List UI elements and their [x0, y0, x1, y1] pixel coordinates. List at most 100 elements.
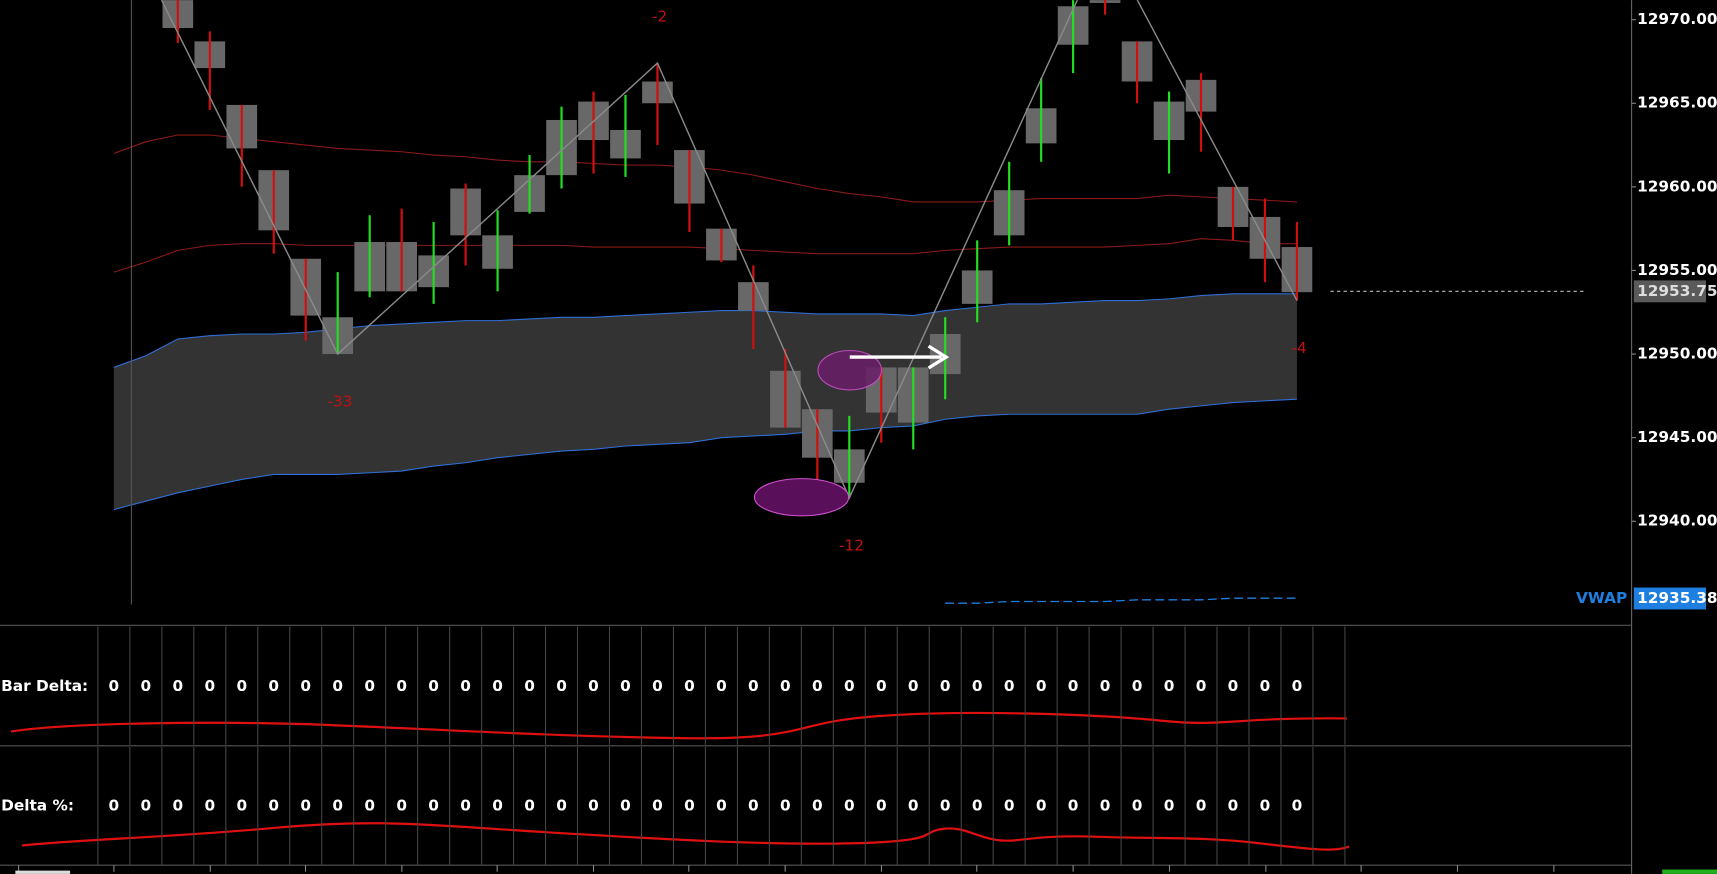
panel-value: 0	[524, 797, 535, 815]
ellipse-drawing	[753, 478, 850, 517]
panel-value: 0	[1260, 677, 1271, 695]
panel-value: 0	[332, 677, 343, 695]
panel-value: 0	[716, 677, 727, 695]
panel-value: 0	[556, 677, 567, 695]
panel-value: 0	[876, 677, 887, 695]
lower-panels: Bar Delta: 0 0 0 0 0 0 0 0 0 0 0 0 0 0 0 0 0 0 0 0 0 0 0 0 0 0 0 0 0 0…	[1, 626, 1350, 866]
panel-value: 0	[652, 677, 663, 695]
panel-value: 0	[716, 797, 727, 815]
panel-value: 0	[364, 797, 375, 815]
panel-value: 0	[300, 677, 311, 695]
panel-value: 0	[844, 677, 855, 695]
panel-value: 0	[1228, 797, 1239, 815]
band-area	[113, 293, 1297, 510]
panel-value: 0	[396, 677, 407, 695]
panel-value: 0	[972, 797, 983, 815]
band-line	[113, 398, 1297, 511]
panel-value: 0	[492, 677, 503, 695]
panel-value: 0	[620, 797, 631, 815]
panel-value: 0	[172, 677, 183, 695]
panel-value: 0	[428, 797, 439, 815]
panel-value: 0	[1292, 677, 1303, 695]
panel-value: 0	[109, 677, 120, 695]
panel-value: 0	[588, 797, 599, 815]
panel-value: 0	[141, 797, 152, 815]
band-line	[113, 238, 1297, 273]
panel-value: 0	[1164, 677, 1175, 695]
panel-value: 0	[300, 797, 311, 815]
y-tick-label: 12960.00	[1637, 177, 1717, 195]
panel-value: 0	[1228, 677, 1239, 695]
panel-value: 0	[1068, 797, 1079, 815]
panel-value: 0	[109, 797, 120, 815]
panel-value: 0	[908, 797, 919, 815]
panel-value: 0	[1292, 797, 1303, 815]
panel-value: 0	[620, 677, 631, 695]
y-tick-label: 12945.00	[1637, 428, 1717, 446]
panel-value: 0	[748, 797, 759, 815]
panel-value: 0	[236, 677, 247, 695]
panel-value: 0	[460, 677, 471, 695]
band-line	[113, 293, 1297, 368]
panel-value: 0	[268, 677, 279, 695]
swing-annotation: -2	[652, 8, 667, 26]
y-tick-label: 12955.00	[1637, 261, 1717, 279]
panel-value: 0	[748, 677, 759, 695]
swing-annotation: -4	[1291, 339, 1306, 357]
last-price-box	[1633, 280, 1707, 303]
last-price-label: 12953.75	[1637, 282, 1717, 300]
vwap-box	[1633, 587, 1707, 610]
panel-value: 0	[1100, 797, 1111, 815]
panel-value: 0	[492, 797, 503, 815]
panel-value: 0	[1196, 677, 1207, 695]
vwap-name: VWAP	[1576, 589, 1627, 607]
panel-value: 0	[908, 677, 919, 695]
panel-value: 0	[364, 677, 375, 695]
y-tick-label: 12940.00	[1637, 512, 1717, 530]
panel-value: 0	[876, 797, 887, 815]
swing-annotation: -12	[839, 537, 864, 555]
panel-value: 0	[940, 677, 951, 695]
panel-label: Delta %:	[1, 797, 74, 815]
panel-label: Bar Delta:	[1, 677, 88, 695]
panel-value: 0	[396, 797, 407, 815]
panel-value: 0	[652, 797, 663, 815]
scroll-indicator	[15, 870, 71, 874]
status-indicator	[1662, 869, 1717, 874]
panel-value: 0	[1100, 677, 1111, 695]
panel-value: 0	[236, 797, 247, 815]
panel-value: 0	[268, 797, 279, 815]
panel-value: 0	[1132, 677, 1143, 695]
panel-value: 0	[204, 797, 215, 815]
indicator-curve	[21, 822, 1350, 851]
panel-value: 0	[1164, 797, 1175, 815]
panel-value: 0	[940, 797, 951, 815]
panel-value: 0	[1196, 797, 1207, 815]
panel-value: 0	[1132, 797, 1143, 815]
panel-value: 0	[780, 677, 791, 695]
indicator-curve	[10, 711, 1347, 740]
y-tick-label: 12965.00	[1637, 94, 1717, 112]
vwap-line	[945, 597, 1297, 604]
panel-value: 0	[460, 797, 471, 815]
panel-value: 0	[172, 797, 183, 815]
panel-value: 0	[684, 797, 695, 815]
band-line	[113, 134, 1297, 203]
panel-value: 0	[844, 797, 855, 815]
panel-value: 0	[556, 797, 567, 815]
drawings	[753, 344, 950, 517]
panel-value: 0	[1260, 797, 1271, 815]
panel-value: 0	[332, 797, 343, 815]
swing-annotation: -33	[327, 393, 352, 411]
panel-value: 0	[1036, 677, 1047, 695]
panel-value: 0	[972, 677, 983, 695]
plot-area: -33 -2 -12 -4	[113, 0, 1313, 604]
panel-value: 0	[141, 677, 152, 695]
y-tick-label: 12950.00	[1637, 345, 1717, 363]
panel-value: 0	[812, 677, 823, 695]
panel-value: 0	[428, 677, 439, 695]
panel-value: 0	[812, 797, 823, 815]
panel-value: 0	[1036, 797, 1047, 815]
